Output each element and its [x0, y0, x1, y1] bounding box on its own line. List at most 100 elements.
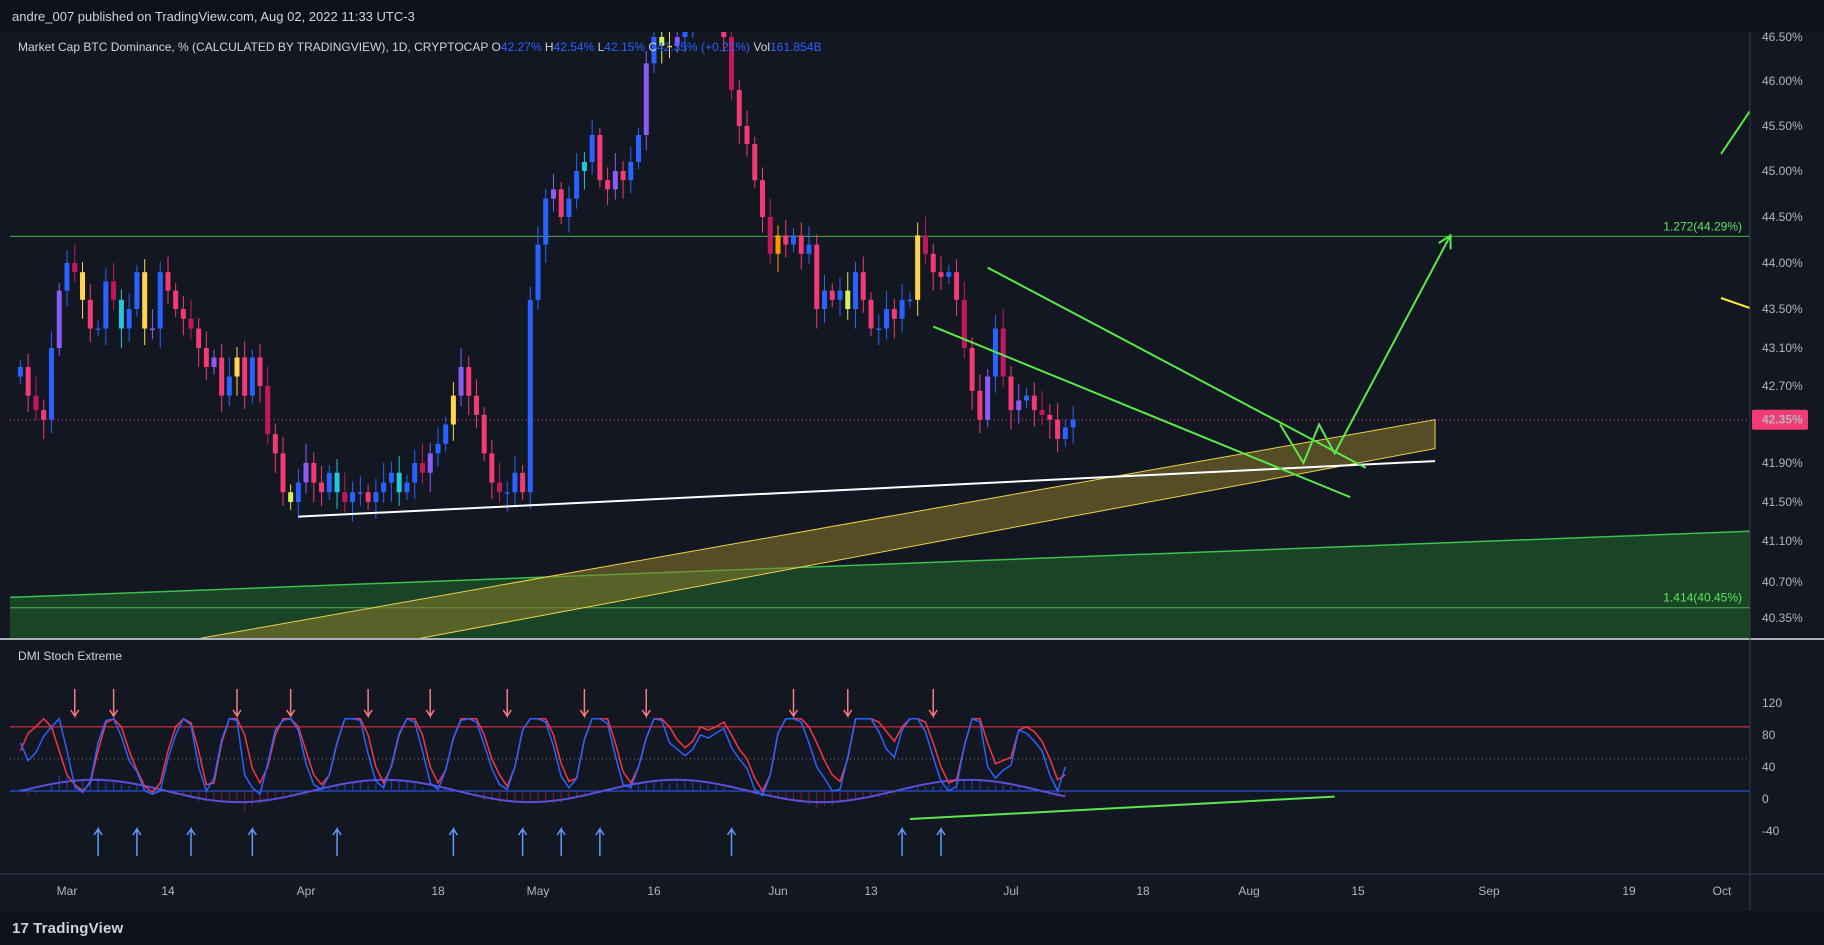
legend-segment: H [545, 40, 554, 54]
candle-body [535, 244, 541, 300]
oscillator-tick-label: 0 [1762, 792, 1769, 806]
candle-body [173, 290, 179, 309]
buy-arrow [595, 826, 605, 856]
candle-body [798, 235, 804, 254]
current-price-label: 42.35% [1762, 413, 1803, 427]
green-zone-edge [10, 530, 1750, 599]
candle-body [497, 482, 503, 493]
candle-body [25, 367, 31, 396]
candle-body [946, 272, 952, 277]
candle-body [234, 357, 240, 377]
sell-arrow [70, 689, 80, 719]
candle-body [211, 357, 217, 367]
candle-body [142, 272, 148, 329]
candle-body [674, 37, 680, 46]
candle-body [527, 299, 533, 493]
candle-body [589, 135, 595, 162]
price-tick-label: 41.50% [1762, 495, 1803, 509]
time-tick-label: Sep [1478, 884, 1500, 898]
candle-body [876, 328, 882, 330]
candle-body [767, 217, 773, 254]
candle-body [1047, 414, 1053, 420]
projection-arrowhead [1438, 233, 1452, 250]
candle-body [775, 235, 781, 254]
tradingview-logo[interactable]: 17 TradingView [12, 920, 123, 937]
candle-body [373, 492, 379, 502]
time-tick-label: May [527, 884, 550, 898]
legend-segment: (+0.21%) [701, 40, 753, 54]
candle-body [806, 244, 812, 254]
stoch-d-line [19, 717, 1066, 794]
candle-body [985, 376, 991, 420]
candle-body [597, 135, 603, 181]
time-tick-label: 19 [1622, 884, 1636, 898]
candle-body [698, 0, 703, 2]
candle-body [257, 357, 263, 386]
candle-body [752, 144, 758, 181]
price-tick-label: 42.70% [1762, 379, 1803, 393]
candle-body [899, 299, 905, 319]
candle-body [56, 290, 62, 348]
candle-body [860, 272, 866, 300]
candle-body [419, 463, 425, 473]
candle-body [736, 90, 742, 126]
candle-body [265, 386, 271, 435]
candle-body [180, 309, 186, 319]
candle-body [1039, 410, 1045, 415]
candle-body [381, 482, 387, 493]
candle-body [667, 45, 672, 48]
candle-body [365, 492, 371, 502]
price-tick-label: 40.70% [1762, 575, 1803, 589]
candle-body [891, 309, 897, 319]
candle-body [783, 235, 789, 245]
candle-body [1062, 427, 1068, 439]
candle-body [977, 390, 983, 420]
price-tick-label: 45.50% [1762, 119, 1803, 133]
main-legend: Market Cap BTC Dominance, % (CALCULATED … [18, 40, 821, 54]
price-tick-label: 41.10% [1762, 534, 1803, 548]
candle-body [682, 32, 688, 37]
sell-arrow [363, 689, 373, 719]
candle-body [95, 328, 101, 330]
candle-body [605, 180, 611, 190]
candle-body [907, 299, 913, 302]
candle-body [103, 281, 109, 329]
candle-body [17, 367, 23, 377]
legend-segment: 161.854B [770, 40, 821, 54]
buy-arrow [132, 826, 142, 856]
candle-body [203, 348, 209, 367]
buy-arrow [936, 826, 946, 856]
candle-body [126, 309, 132, 329]
candle-body [938, 272, 944, 277]
buy-arrow [517, 826, 528, 856]
candle-body [319, 482, 325, 493]
time-tick-label: 18 [1136, 884, 1150, 898]
candle-body [280, 453, 286, 493]
candle-body [303, 463, 309, 483]
publisher-line: andre_007 published on TradingView.com, … [12, 9, 415, 24]
dmi-line [20, 778, 1066, 804]
candle-body [1000, 328, 1006, 377]
time-tick-label: Mar [57, 884, 78, 898]
candle-body [512, 472, 518, 493]
rising-channel [199, 419, 1436, 638]
candle-body [814, 244, 820, 309]
candle-body [729, 37, 734, 90]
price-tick-label: 41.90% [1762, 456, 1803, 470]
candle-body [412, 463, 418, 483]
candle-body [249, 357, 255, 396]
candle-body [612, 171, 618, 190]
fib-label: 1.414(40.45%) [1663, 591, 1742, 605]
candle-body [118, 299, 124, 329]
candle-body [543, 198, 549, 245]
candle-body [822, 290, 827, 309]
candle-body [111, 281, 117, 300]
price-tick-label: 45.00% [1762, 164, 1803, 178]
candle-body [458, 367, 464, 396]
sell-arrow [641, 689, 651, 719]
candle-body [450, 395, 456, 425]
oscillator-trend-line [909, 795, 1335, 821]
time-tick-label: Apr [297, 884, 316, 898]
candle-body [342, 492, 348, 502]
